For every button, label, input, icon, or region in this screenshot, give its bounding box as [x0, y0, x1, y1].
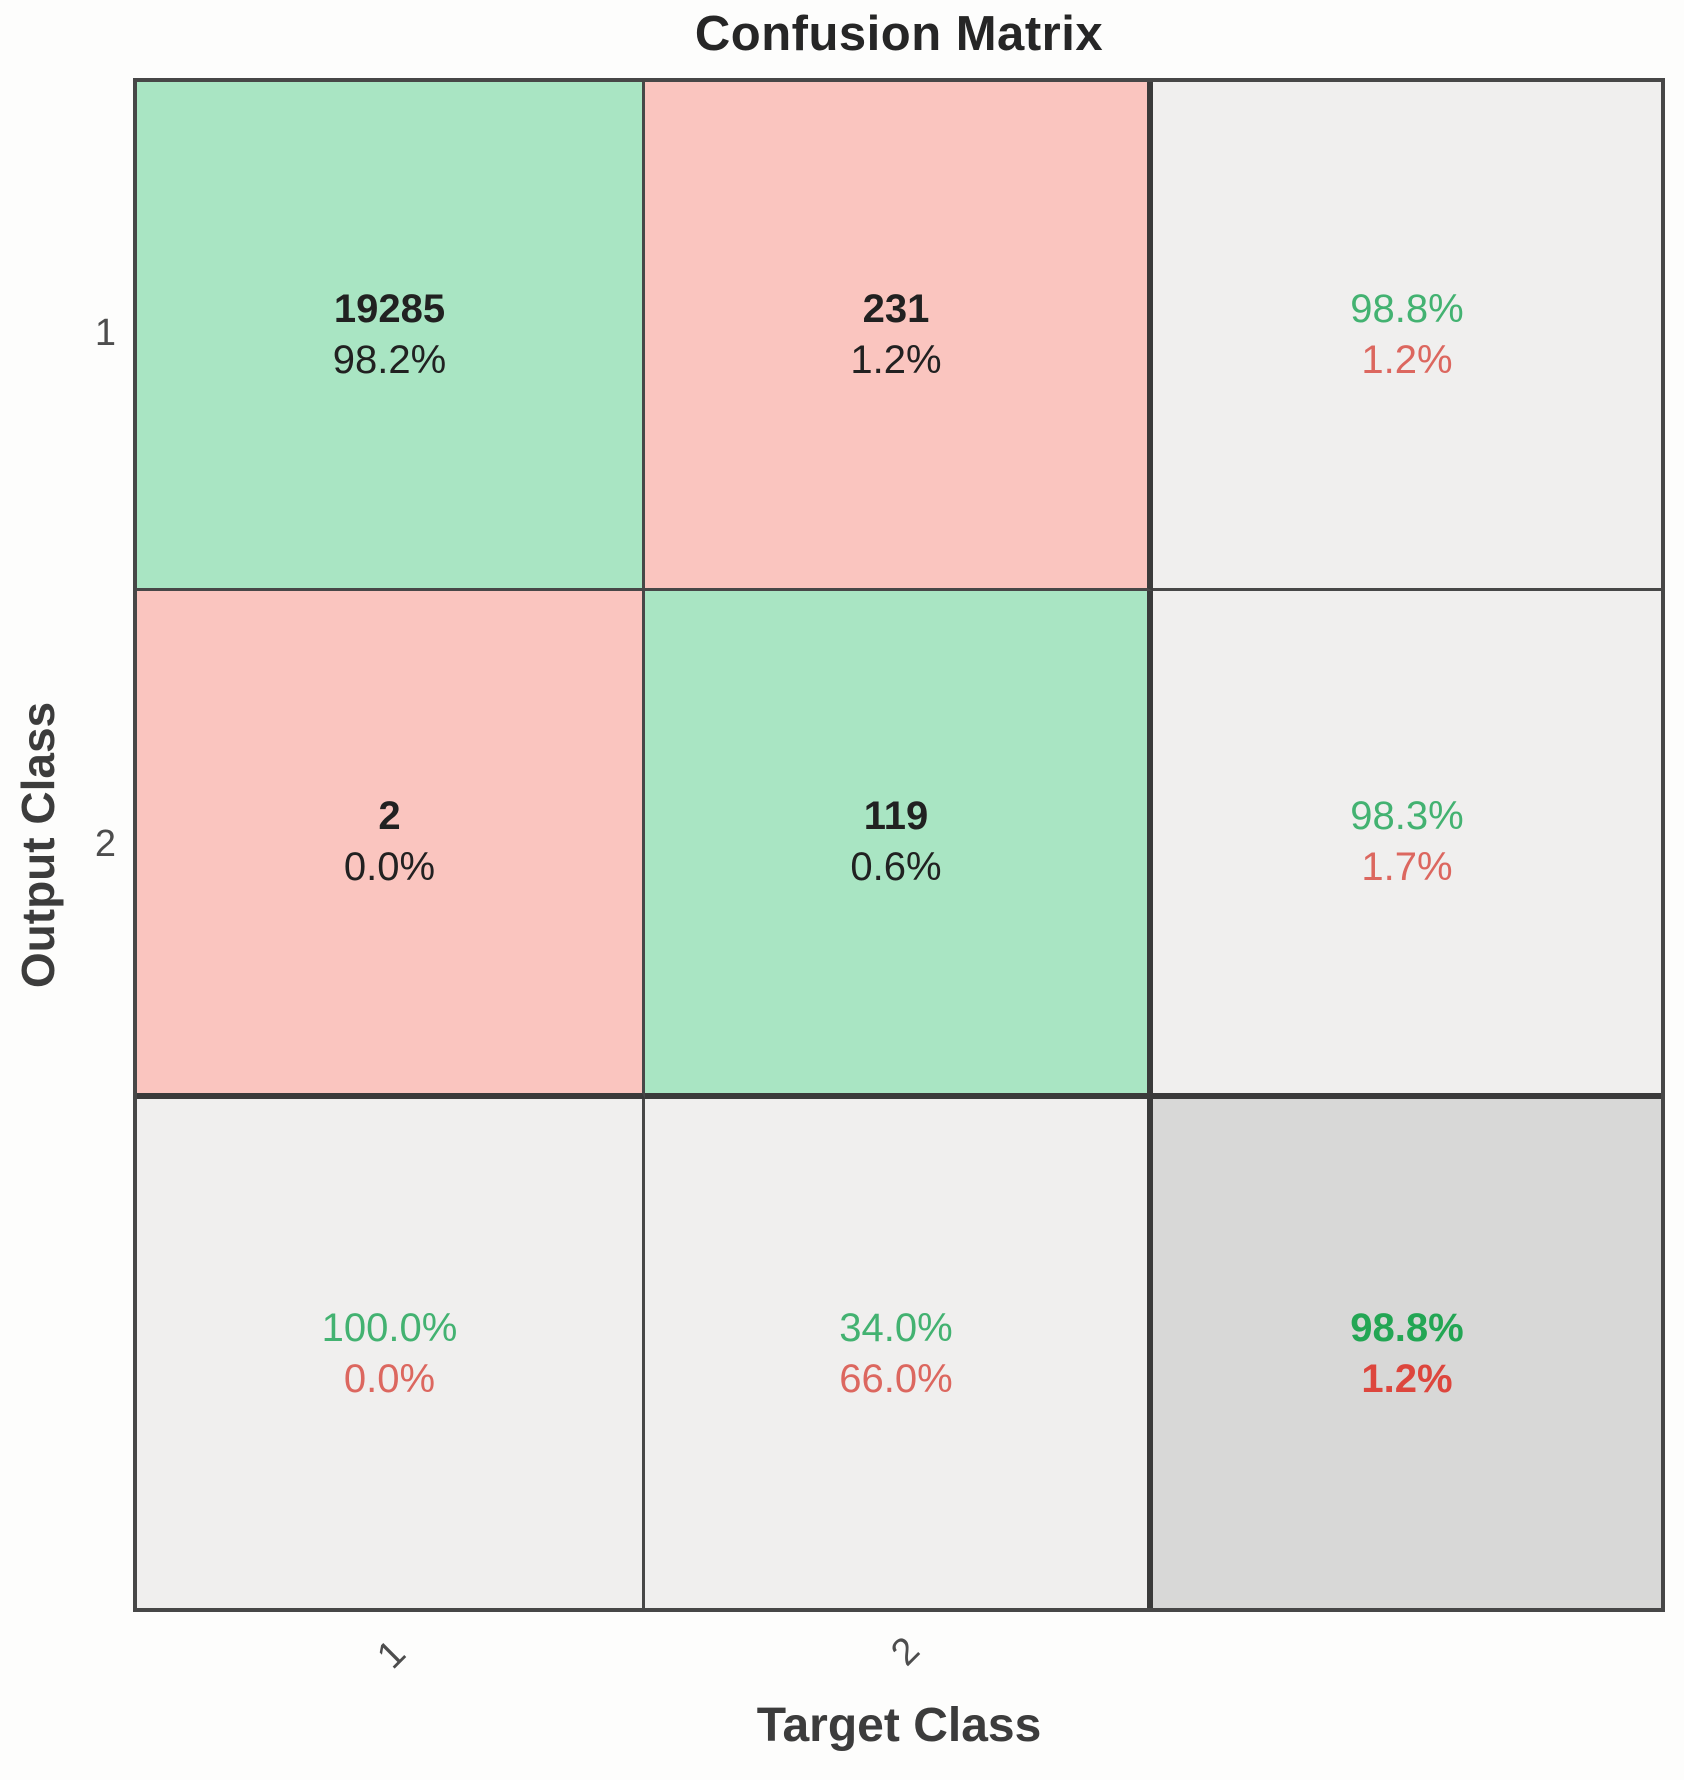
- cell-percent: 98.2%: [332, 337, 447, 382]
- cell-error-percent: 1.2%: [1361, 337, 1453, 382]
- y-tick-1: 1: [94, 312, 116, 354]
- cell-accuracy-percent: 98.8%: [1350, 1305, 1464, 1350]
- x-tick-1: 1: [369, 1632, 414, 1677]
- cell-r3c3-overall-accuracy: 98.8% 1.2%: [1153, 1099, 1661, 1608]
- x-tick-2: 2: [883, 1629, 928, 1674]
- cell-correct-percent: 98.8%: [1350, 286, 1464, 331]
- cell-correct-percent: 34.0%: [839, 1305, 953, 1350]
- cell-r3c2-column-summary: 34.0% 66.0%: [645, 1099, 1153, 1608]
- confusion-matrix-grid: 19285 98.2% 231 1.2% 98.8% 1.2% 2 0.0% 1…: [133, 78, 1665, 1612]
- chart-title: Confusion Matrix: [694, 7, 1104, 61]
- cell-percent: 0.6%: [850, 844, 942, 889]
- cell-r1c1-true-positive: 19285 98.2%: [137, 82, 645, 591]
- cell-count: 231: [862, 286, 930, 331]
- cell-error-percent: 1.2%: [1361, 1356, 1453, 1401]
- cell-r2c2-true-positive: 119 0.6%: [645, 590, 1153, 1100]
- cell-error-percent: 66.0%: [839, 1356, 953, 1401]
- y-tick-2: 2: [94, 823, 116, 865]
- x-axis-label: Target Class: [756, 1699, 1042, 1752]
- cell-r2c1-misclassified: 2 0.0%: [137, 590, 645, 1100]
- cell-r1c2-misclassified: 231 1.2%: [645, 82, 1153, 591]
- cell-r2c3-row-summary: 98.3% 1.7%: [1153, 590, 1661, 1100]
- cell-correct-percent: 100.0%: [321, 1305, 458, 1350]
- cell-count: 119: [863, 793, 929, 838]
- cell-count: 2: [378, 793, 401, 838]
- cell-count: 19285: [333, 286, 446, 331]
- cell-r3c1-column-summary: 100.0% 0.0%: [137, 1099, 645, 1608]
- cell-correct-percent: 98.3%: [1350, 793, 1464, 838]
- cell-percent: 1.2%: [850, 337, 942, 382]
- cell-error-percent: 1.7%: [1361, 844, 1453, 889]
- cell-error-percent: 0.0%: [343, 1356, 436, 1401]
- cell-r1c3-row-summary: 98.8% 1.2%: [1153, 82, 1661, 591]
- cell-percent: 0.0%: [343, 844, 436, 889]
